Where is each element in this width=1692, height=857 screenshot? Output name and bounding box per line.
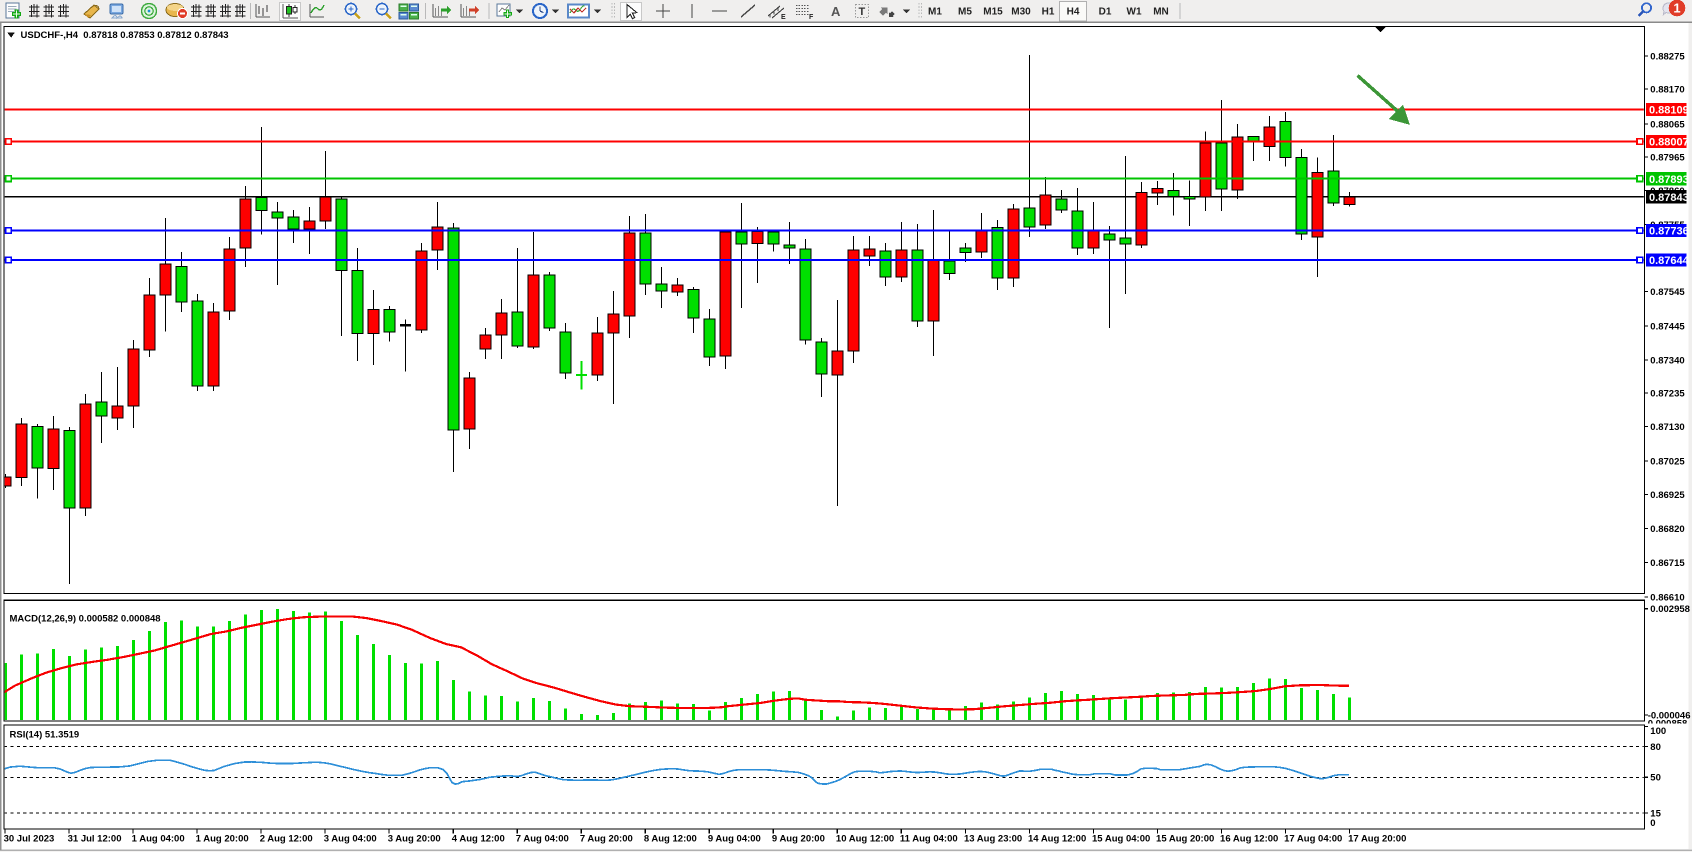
svg-text:1 Aug 04:00: 1 Aug 04:00 bbox=[132, 834, 185, 845]
svg-text:100: 100 bbox=[1650, 726, 1666, 737]
svg-text:7 Aug 04:00: 7 Aug 04:00 bbox=[516, 834, 569, 845]
svg-text:31 Jul 12:00: 31 Jul 12:00 bbox=[68, 834, 122, 845]
svg-text:9 Aug 20:00: 9 Aug 20:00 bbox=[772, 834, 825, 845]
svg-text:0.87130: 0.87130 bbox=[1650, 422, 1684, 433]
svg-text:0.87340: 0.87340 bbox=[1650, 355, 1684, 366]
svg-text:0.87736: 0.87736 bbox=[1649, 226, 1689, 238]
svg-text:M1: M1 bbox=[928, 7, 942, 18]
svg-text:USDCHF-,H4 0.87818 0.87853 0.: USDCHF-,H4 0.87818 0.87853 0.87812 0.878… bbox=[21, 30, 229, 41]
svg-text:0.87445: 0.87445 bbox=[1650, 321, 1685, 332]
svg-text:F: F bbox=[809, 14, 814, 21]
svg-text:M30: M30 bbox=[1011, 7, 1031, 18]
svg-text:1: 1 bbox=[1673, 1, 1680, 16]
svg-text:17 Aug 04:00: 17 Aug 04:00 bbox=[1284, 834, 1342, 845]
svg-text:16 Aug 12:00: 16 Aug 12:00 bbox=[1220, 834, 1278, 845]
svg-text:15 Aug 20:00: 15 Aug 20:00 bbox=[1156, 834, 1214, 845]
svg-text:13 Aug 23:00: 13 Aug 23:00 bbox=[964, 834, 1022, 845]
svg-text:0.87843: 0.87843 bbox=[1649, 192, 1689, 204]
svg-text:D1: D1 bbox=[1099, 7, 1112, 18]
svg-text:H1: H1 bbox=[1042, 7, 1055, 18]
svg-text:0.86610: 0.86610 bbox=[1650, 592, 1684, 603]
svg-text:0.86715: 0.86715 bbox=[1650, 558, 1685, 569]
svg-text:0.002958: 0.002958 bbox=[1650, 604, 1690, 615]
svg-text:9 Aug 04:00: 9 Aug 04:00 bbox=[708, 834, 761, 845]
svg-text:A: A bbox=[831, 4, 841, 19]
svg-text:0.87545: 0.87545 bbox=[1650, 287, 1685, 298]
svg-text:RSI(14) 51.3519: RSI(14) 51.3519 bbox=[10, 730, 80, 741]
svg-text:0.88065: 0.88065 bbox=[1650, 119, 1685, 130]
svg-text:0.88007: 0.88007 bbox=[1649, 137, 1689, 149]
svg-text:3 Aug 04:00: 3 Aug 04:00 bbox=[324, 834, 377, 845]
svg-text:80: 80 bbox=[1650, 742, 1661, 753]
svg-text:T: T bbox=[859, 6, 866, 18]
svg-text:8 Aug 12:00: 8 Aug 12:00 bbox=[644, 834, 697, 845]
svg-text:15 Aug 04:00: 15 Aug 04:00 bbox=[1092, 834, 1150, 845]
svg-text:4 Aug 12:00: 4 Aug 12:00 bbox=[452, 834, 505, 845]
svg-text:0.87644: 0.87644 bbox=[1649, 255, 1690, 267]
svg-text:0.88109: 0.88109 bbox=[1649, 105, 1689, 117]
svg-text:1 Aug 20:00: 1 Aug 20:00 bbox=[196, 834, 249, 845]
svg-text:3 Aug 20:00: 3 Aug 20:00 bbox=[388, 834, 441, 845]
svg-text:50: 50 bbox=[1650, 773, 1661, 784]
svg-text:7 Aug 20:00: 7 Aug 20:00 bbox=[580, 834, 633, 845]
svg-text:30 Jul 2023: 30 Jul 2023 bbox=[4, 834, 55, 845]
svg-text:0.87893: 0.87893 bbox=[1649, 174, 1689, 186]
svg-text:MN: MN bbox=[1153, 7, 1169, 18]
svg-text:0.86925: 0.86925 bbox=[1650, 490, 1685, 501]
svg-text:17 Aug 20:00: 17 Aug 20:00 bbox=[1348, 834, 1406, 845]
svg-text:0.86820: 0.86820 bbox=[1650, 524, 1684, 535]
svg-text:0.87965: 0.87965 bbox=[1650, 152, 1685, 163]
svg-text:0.88170: 0.88170 bbox=[1650, 84, 1684, 95]
svg-text:W1: W1 bbox=[1127, 7, 1142, 18]
svg-text:E: E bbox=[781, 14, 786, 21]
svg-text:2 Aug 12:00: 2 Aug 12:00 bbox=[260, 834, 313, 845]
svg-text:H4: H4 bbox=[1067, 7, 1080, 18]
svg-text:10 Aug 12:00: 10 Aug 12:00 bbox=[836, 834, 894, 845]
svg-text:MACD(12,26,9) 0.000582 0.00084: MACD(12,26,9) 0.000582 0.000848 bbox=[10, 613, 161, 624]
svg-text:0: 0 bbox=[1650, 818, 1655, 829]
svg-text:0.87025: 0.87025 bbox=[1650, 456, 1685, 467]
svg-text:0.88275: 0.88275 bbox=[1650, 51, 1685, 62]
svg-text:0.87235: 0.87235 bbox=[1650, 388, 1685, 399]
svg-text:M15: M15 bbox=[983, 7, 1003, 18]
svg-text:M5: M5 bbox=[958, 7, 972, 18]
svg-text:14 Aug 12:00: 14 Aug 12:00 bbox=[1028, 834, 1086, 845]
svg-text:11 Aug 04:00: 11 Aug 04:00 bbox=[900, 834, 958, 845]
